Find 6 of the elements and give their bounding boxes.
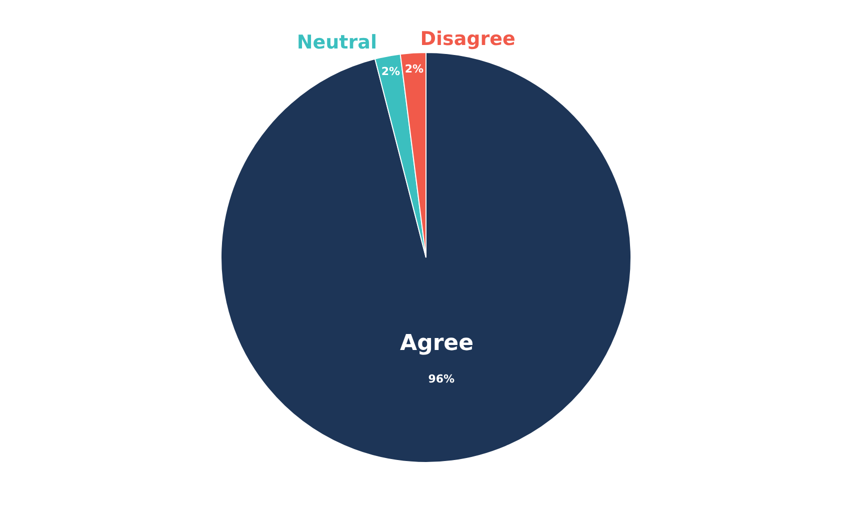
slice-label: Agree xyxy=(400,330,474,356)
slice-label: Disagree xyxy=(420,28,516,50)
data-label: 2% xyxy=(381,65,400,78)
data-label: 96% xyxy=(428,372,455,386)
slice-label: Neutral xyxy=(296,31,377,54)
data-label: 2% xyxy=(404,62,424,76)
